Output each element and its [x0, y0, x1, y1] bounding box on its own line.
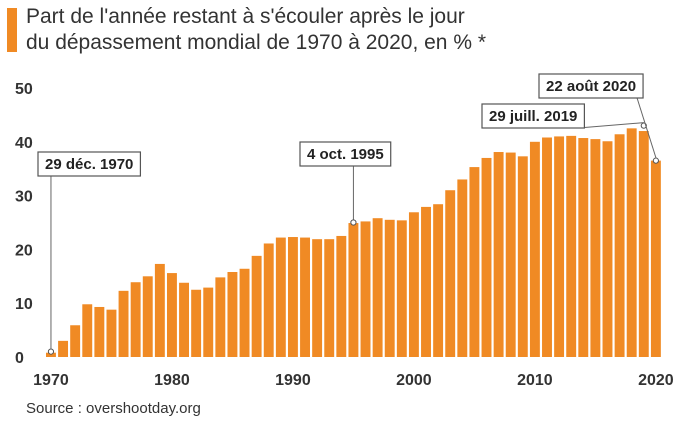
annotation: 4 oct. 1995	[299, 141, 392, 226]
annotation-marker	[47, 348, 55, 355]
annotation-label: 22 août 2020	[546, 78, 636, 95]
bar	[300, 237, 310, 357]
bar	[46, 352, 56, 357]
y-tick-label: 50	[15, 81, 33, 98]
bar	[457, 179, 468, 357]
annotation-leader	[636, 97, 657, 158]
annotation-marker	[652, 157, 659, 164]
bar	[638, 131, 649, 357]
x-tick-label: 1980	[154, 372, 190, 389]
title-line-2: du dépassement mondial de 1970 à 2020, e…	[26, 31, 487, 54]
x-tick-label: 2020	[638, 372, 674, 389]
bar	[142, 276, 153, 357]
bar	[94, 306, 105, 357]
chart-title: Part de l'année restant à s'écouler aprè…	[26, 4, 486, 56]
y-tick-label: 10	[15, 296, 33, 313]
annotation-box	[481, 103, 585, 129]
source-note: Source : overshootday.org	[26, 400, 201, 417]
bar	[614, 134, 625, 357]
bar	[203, 287, 214, 357]
annotation-label: 4 oct. 1995	[307, 146, 384, 163]
bar	[275, 237, 286, 357]
annotation: 29 déc. 1970	[37, 151, 142, 355]
bar	[384, 219, 395, 357]
bar	[433, 204, 444, 357]
bar	[505, 152, 516, 357]
bar	[251, 255, 262, 357]
bar	[554, 136, 565, 357]
bar	[70, 325, 81, 357]
legend-swatch	[7, 8, 17, 52]
x-tick-label: 1970	[33, 372, 69, 389]
y-tick-label: 0	[15, 350, 24, 367]
bar	[517, 156, 528, 357]
bar	[590, 139, 601, 357]
bar	[372, 218, 383, 357]
title-line-1: Part de l'année restant à s'écouler aprè…	[26, 5, 465, 28]
bar	[529, 141, 540, 357]
x-tick-label: 2010	[517, 372, 553, 389]
bar	[312, 239, 323, 357]
bar	[566, 135, 577, 357]
bar	[106, 309, 117, 357]
annotation-leader	[578, 122, 644, 129]
bar	[58, 340, 69, 357]
bar	[82, 304, 93, 357]
bar	[263, 243, 274, 357]
bar	[542, 137, 552, 357]
annotation-box	[299, 141, 392, 167]
annotation-label: 29 juill. 2019	[489, 108, 577, 125]
bar	[154, 263, 165, 357]
bar	[348, 223, 359, 357]
bar	[481, 157, 492, 357]
bar	[227, 272, 238, 357]
bar	[360, 221, 371, 357]
annotation-box	[37, 151, 142, 177]
bar	[191, 289, 202, 357]
annotation-label: 29 déc. 1970	[45, 156, 133, 173]
y-tick-label: 20	[15, 242, 33, 259]
bar	[118, 290, 129, 357]
bar	[445, 190, 456, 357]
bar	[602, 141, 613, 357]
bar-chart: 0 10 20 30 40 50 1970 1980 1990 2000 2010 2020 29 dé…	[15, 73, 674, 389]
x-tick-label: 2000	[396, 372, 432, 389]
bar	[179, 282, 189, 357]
bar	[130, 282, 141, 357]
annotation-box	[538, 73, 644, 99]
bar	[493, 152, 504, 357]
bar	[166, 273, 177, 357]
bar	[578, 138, 589, 357]
bar	[239, 268, 250, 357]
bar	[215, 277, 226, 357]
bar	[396, 220, 407, 357]
y-tick-label: 40	[15, 135, 33, 152]
bar	[469, 167, 480, 357]
annotation: 29 juill. 2019	[481, 103, 647, 129]
bar	[626, 128, 637, 357]
x-tick-label: 1990	[275, 372, 311, 389]
y-tick-label: 30	[15, 189, 33, 206]
bar	[421, 206, 431, 357]
annotation: 22 août 2020	[538, 73, 659, 164]
annotation-marker	[350, 219, 357, 226]
bar	[324, 239, 335, 357]
bar	[650, 160, 661, 357]
bar	[336, 235, 347, 357]
bar	[408, 212, 419, 357]
bar	[287, 237, 298, 357]
